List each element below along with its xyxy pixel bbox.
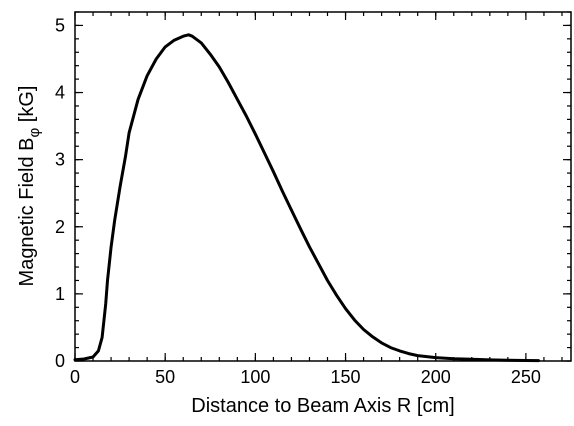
y-tick-label: 0 — [55, 351, 65, 371]
x-tick-label: 0 — [70, 367, 80, 387]
y-tick-label: 1 — [55, 284, 65, 304]
y-tick-label: 4 — [55, 83, 65, 103]
y-axis-title-main: Magnetic Field B — [16, 138, 38, 287]
y-tick-label: 2 — [55, 217, 65, 237]
y-tick-labels: 0 1 2 3 4 5 — [55, 15, 65, 371]
x-axis-title: Distance to Beam Axis R [cm] — [191, 395, 454, 417]
x-tick-labels: 0 50 100 150 200 250 — [70, 367, 541, 387]
plot-frame — [74, 11, 572, 362]
x-tick-label: 250 — [511, 367, 541, 387]
axis-ticks — [74, 11, 571, 362]
x-tick-label: 200 — [421, 367, 451, 387]
y-axis-title-subscript: φ — [26, 128, 43, 138]
y-axis-title: Magnetic Field Bφ [kG] — [16, 86, 43, 287]
y-axis-title-unit: [kG] — [16, 86, 38, 128]
x-tick-label: 150 — [331, 367, 361, 387]
y-tick-label: 5 — [55, 15, 65, 35]
x-tick-label: 100 — [240, 367, 270, 387]
x-tick-label: 50 — [155, 367, 175, 387]
magnetic-field-curve — [73, 33, 540, 363]
y-tick-label: 3 — [55, 150, 65, 170]
